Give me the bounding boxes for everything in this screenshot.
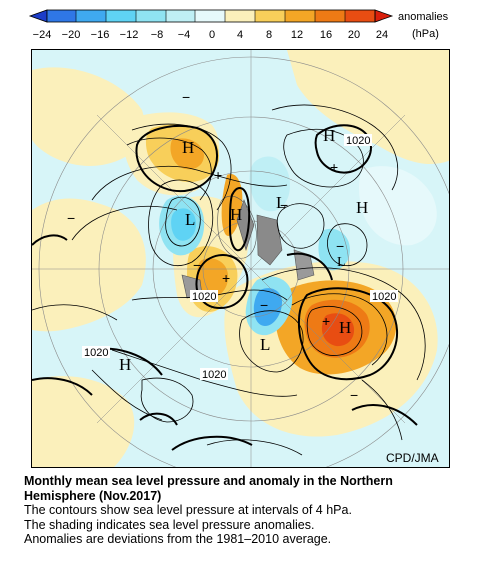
anomaly-minus-marker: − [193,257,201,273]
isobar-label-1020: 1020 [202,369,226,381]
color-bar-segment [315,10,345,22]
anomaly-plus-marker: + [330,159,338,175]
anomaly-sign-markers: + + + + − − − − − − − [67,89,358,403]
color-bar-segment [285,10,315,22]
color-bar-tick-label: −12 [119,29,139,41]
caption-title: Hemisphere (Nov.2017) [24,488,162,503]
color-bar-tick-label: 20 [347,29,361,41]
high-pressure-label: H [356,198,368,217]
isobars [32,104,426,456]
color-bar-dividers [75,10,346,22]
anomaly-minus-marker: − [182,89,190,105]
low-pressure-label: L [337,255,346,270]
color-bar-tick-label: −20 [61,29,81,41]
color-bar-unit-label: (hPa) [412,28,439,40]
isobar-label-1020: 1020 [372,291,396,303]
high-pressure-label: H [339,318,351,337]
color-bar-left-arrow [28,9,48,23]
anomaly-minus-marker: − [260,297,268,313]
caption-text: The contours show sea level pressure at … [24,503,352,517]
color-bar-segment [47,10,76,22]
color-bar-segment [255,10,285,22]
meridians [32,50,449,467]
sea-level-pressure-map: H H H H H H L L L L + + + + − − − − − − … [31,49,450,468]
high-pressure-label: H [230,205,242,224]
color-bar-tick-label: 12 [290,29,304,41]
anomaly-color-bar: −24 −20 −16 −12 −8 −4 0 4 8 12 16 20 24 … [0,0,480,44]
color-bar-unit-label: anomalies [398,11,449,23]
isobar-label-1020: 1020 [84,347,108,359]
caption-text: The shading indicates sea level pressure… [24,517,315,532]
color-bar-segment [195,10,225,22]
color-bar-tick-label: −4 [177,29,191,41]
color-bar-tick-label: −24 [32,29,52,41]
anomaly-minus-marker: − [67,210,75,226]
isobar-label-1020: 1020 [346,135,370,147]
color-bar-tick-label: 16 [319,29,333,41]
isobar-value-labels: 1020 1020 1020 1020 1020 [82,134,398,381]
low-pressure-label: L [276,193,286,212]
color-bar-segment [166,10,195,22]
polar-map-graphic: H H H H H H L L L L + + + + − − − − − − … [32,50,449,467]
anomaly-plus-marker: + [222,270,230,286]
color-bar-graphic [28,9,394,23]
high-pressure-label: H [323,126,335,145]
anomaly-plus-marker: + [322,313,330,329]
color-bar-tick-label: 24 [375,29,389,41]
high-pressure-label: H [119,355,131,374]
color-bar-tick-label: 8 [265,29,273,41]
figure-caption: Monthly mean sea level pressure and anom… [24,474,464,547]
color-bar-segment [106,10,136,22]
anomaly-plus-marker: + [214,167,222,183]
low-pressure-label: L [260,335,270,354]
pressure-centre-labels: H H H H H H L L L L [119,126,368,374]
anomaly-minus-marker: − [280,197,288,213]
map-credit: CPD/JMA [386,451,439,465]
isobar-label-1020: 1020 [192,291,216,303]
color-bar-tick-label: 0 [208,29,216,41]
caption-text: Anomalies are deviations from the 1981–2… [24,532,332,546]
color-bar-tick-label: 4 [236,29,244,41]
color-bar-segment [76,10,106,22]
color-bar-segment [225,10,255,22]
color-bar-right-arrow [374,9,394,23]
high-pressure-label: H [182,138,194,157]
caption-title: Monthly mean sea level pressure and anom… [24,474,393,488]
anomaly-minus-marker: − [336,238,344,254]
color-bar-segment [345,10,375,22]
bold-isobars-1020 [32,124,418,451]
color-bar-segment [136,10,166,22]
color-bar-outline [46,9,376,23]
low-pressure-label: L [185,210,195,229]
color-bar-tick-label: −16 [90,29,110,41]
color-bar-tick-label: −8 [150,29,164,41]
anomaly-minus-marker: − [350,387,358,403]
